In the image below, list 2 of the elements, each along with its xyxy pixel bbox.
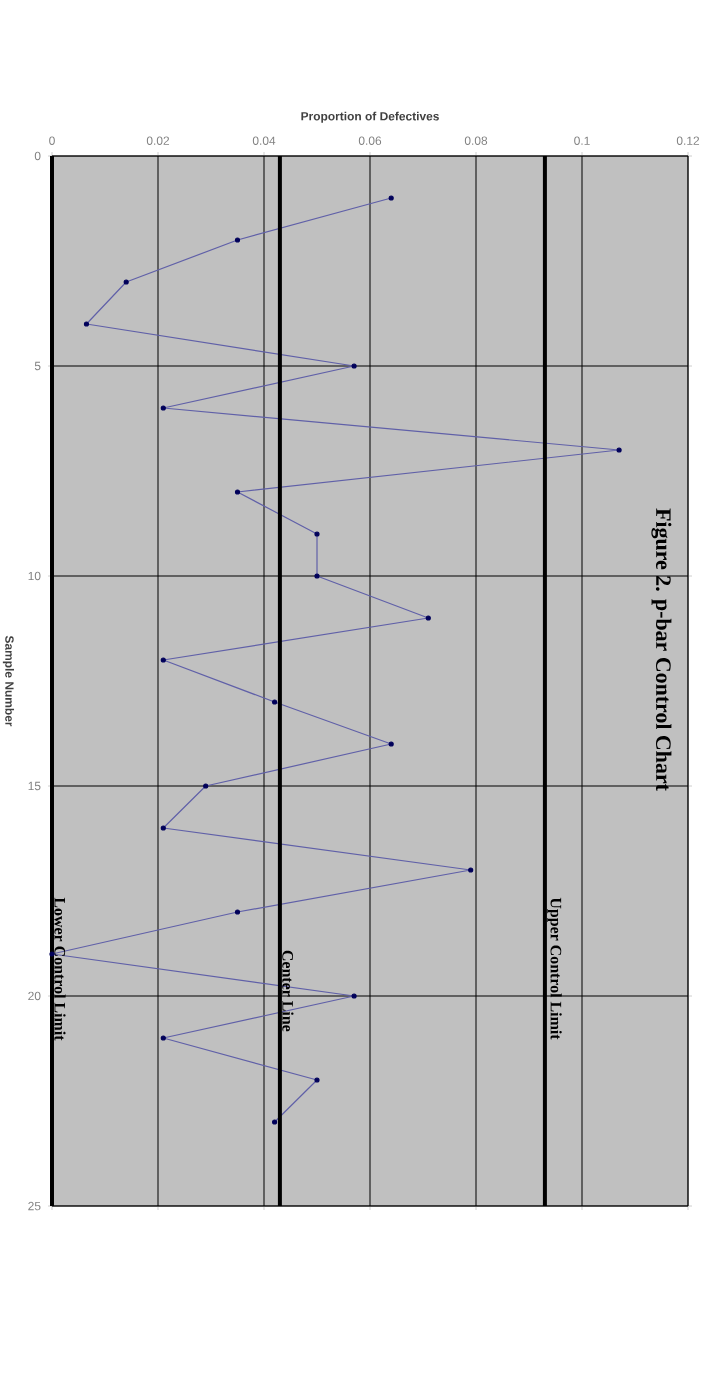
line-series bbox=[49, 195, 622, 1125]
text: Figure 2. p-bar Control Chart bbox=[651, 508, 672, 791]
